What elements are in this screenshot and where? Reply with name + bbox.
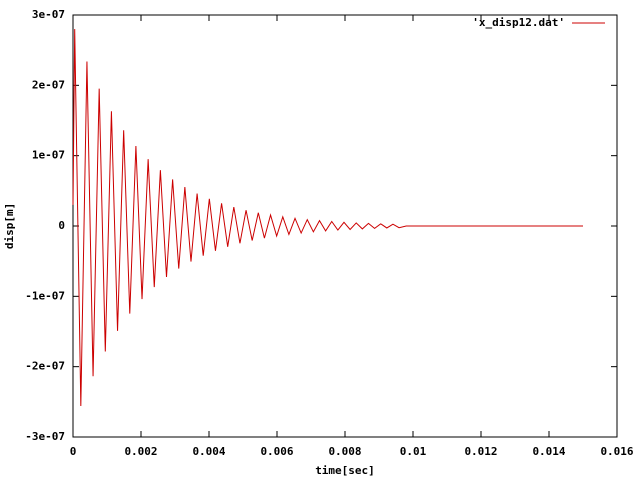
x-tick-label: 0.016 — [600, 445, 633, 458]
x-tick-label: 0.004 — [192, 445, 225, 458]
x-axis-label: time[sec] — [315, 464, 375, 477]
x-tick-label: 0.008 — [328, 445, 361, 458]
x-tick-label: 0 — [70, 445, 77, 458]
y-tick-label: 1e-07 — [32, 149, 65, 162]
data-line — [72, 29, 583, 406]
y-tick-label: -2e-07 — [25, 360, 65, 373]
y-tick-label: -3e-07 — [25, 430, 65, 443]
y-tick-label: 3e-07 — [32, 8, 65, 21]
x-tick-label: 0.01 — [400, 445, 427, 458]
y-tick-label: 2e-07 — [32, 78, 65, 91]
y-tick-label: 0 — [58, 219, 65, 232]
x-tick-label: 0.002 — [124, 445, 157, 458]
x-tick-label: 0.014 — [532, 445, 565, 458]
y-axis-label: disp[m] — [3, 203, 16, 249]
x-tick-label: 0.012 — [464, 445, 497, 458]
legend-label: 'x_disp12.dat' — [472, 16, 565, 29]
x-tick-label: 0.006 — [260, 445, 293, 458]
y-tick-label: -1e-07 — [25, 289, 65, 302]
